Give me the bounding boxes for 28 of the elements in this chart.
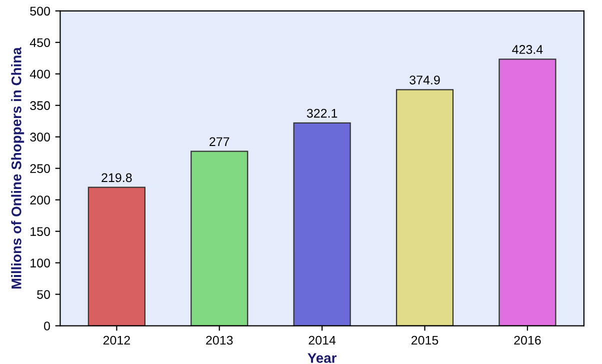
- x-axis-title: Year: [308, 353, 337, 363]
- y-tick-label: 400: [30, 70, 50, 79]
- y-tick-label: 250: [30, 164, 50, 173]
- y-tick-label: 450: [30, 38, 50, 48]
- y-tick-label: 300: [30, 132, 50, 142]
- data-label: 219.8: [102, 173, 132, 182]
- y-tick-label: 100: [30, 258, 50, 268]
- bar: [293, 122, 351, 326]
- y-tick-label: 0: [44, 322, 50, 330]
- bar: [498, 58, 556, 326]
- data-label: 322.1: [306, 108, 338, 118]
- x-tick-label: 2016: [514, 336, 541, 345]
- x-tick-label: 2012: [103, 336, 130, 345]
- x-tick-label: 2015: [411, 336, 438, 345]
- y-axis-title: Millions of Online Shoppers in China: [11, 47, 24, 289]
- y-tick-label: 500: [30, 6, 50, 16]
- data-label: 277: [210, 137, 230, 146]
- data-label: 423.4: [512, 45, 543, 54]
- y-tick-label: 150: [30, 227, 50, 236]
- bar: [396, 89, 454, 326]
- bar: [88, 186, 146, 326]
- y-tick-label: 50: [37, 290, 50, 299]
- y-tick-label: 350: [30, 101, 50, 110]
- bar: [190, 150, 248, 326]
- data-label: 374.9: [410, 76, 440, 84]
- x-tick-label: 2013: [206, 336, 233, 345]
- y-tick-label: 200: [30, 196, 50, 204]
- x-tick-label: 2014: [308, 336, 336, 345]
